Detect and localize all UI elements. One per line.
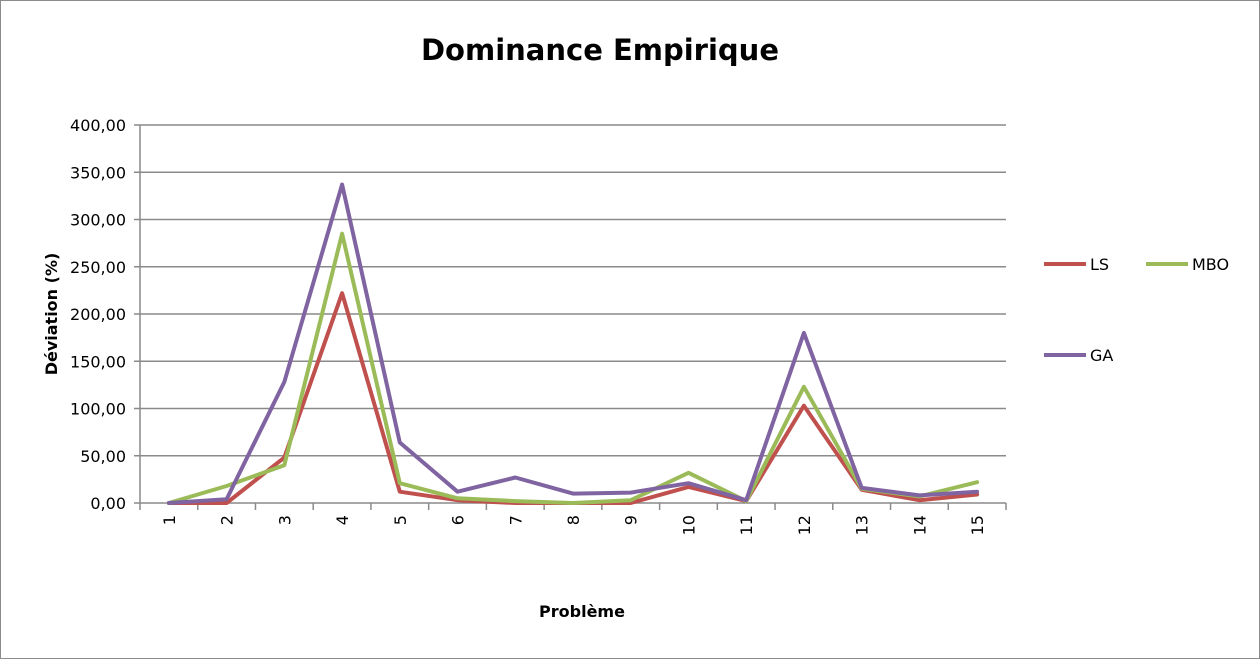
legend-label-mbo: MBO	[1192, 255, 1229, 274]
x-tick-label: 14	[910, 515, 929, 535]
chart-title: Dominance Empirique	[421, 33, 779, 67]
y-tick-label: 100,00	[70, 400, 126, 419]
y-tick-label: 300,00	[70, 211, 126, 230]
x-tick-label: 10	[679, 515, 698, 535]
y-tick-label: 250,00	[70, 258, 126, 277]
axes	[134, 124, 1007, 510]
x-tick-label: 15	[968, 515, 987, 535]
y-axis-title: Déviation (%)	[42, 253, 61, 376]
y-tick-label: 350,00	[70, 163, 126, 182]
x-tick-label: 2	[218, 515, 237, 525]
y-tick-label: 50,00	[80, 447, 126, 466]
series-line-ga	[166, 182, 980, 505]
x-tick-label: 11	[737, 515, 756, 535]
x-tick-label: 1	[160, 515, 179, 525]
legend-label-ls: LS	[1090, 255, 1109, 274]
y-tick-label: 150,00	[70, 352, 126, 371]
x-tick-label: 9	[622, 515, 641, 525]
x-tick-label: 6	[449, 515, 468, 525]
gridlines	[140, 124, 1006, 457]
x-tick-labels: 1 2 3 4 5 6 7 8 9 10 11 12 13 14 15	[160, 515, 987, 535]
x-tick-label: 7	[506, 515, 525, 525]
series-lines	[166, 182, 980, 505]
y-tick-label: 400,00	[70, 116, 126, 135]
x-tick-label: 5	[391, 515, 410, 525]
x-tick-label: 12	[795, 515, 814, 535]
y-tick-label: 200,00	[70, 305, 126, 324]
x-axis-title: Problème	[539, 602, 625, 621]
x-tick-label: 13	[853, 515, 872, 535]
legend-label-ga: GA	[1090, 346, 1113, 365]
x-tick-label: 3	[275, 515, 294, 525]
series-line-mbo	[166, 231, 980, 505]
legend: LS MBO GA	[1044, 255, 1229, 365]
x-tick-label: 8	[564, 515, 583, 525]
y-tick-label: 0,00	[90, 494, 126, 513]
y-tick-labels: 0,00 50,00 100,00 150,00 200,00 250,00 300,00 3…	[70, 116, 126, 513]
x-tick-label: 4	[333, 515, 352, 525]
